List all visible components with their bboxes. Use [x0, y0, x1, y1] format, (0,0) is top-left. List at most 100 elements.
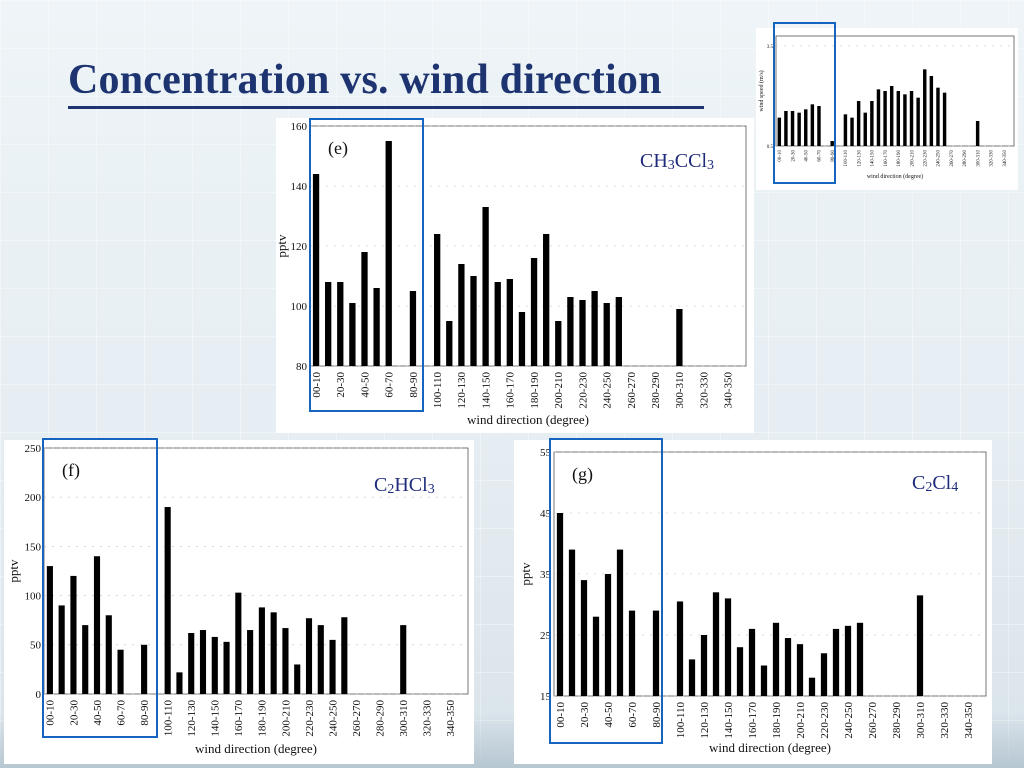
bar	[748, 628, 756, 696]
bar	[341, 617, 348, 694]
chart-g-c2cl4: 15 25 35 45 55 00-10 20-30 40-50 60-70 80-90 100-1…	[514, 440, 992, 764]
bar	[628, 610, 636, 696]
bar	[903, 94, 907, 146]
y-tick-label: 140	[291, 181, 308, 193]
chart-f-highlight-box	[42, 438, 158, 738]
bar	[820, 653, 828, 696]
bar	[592, 616, 600, 696]
bar	[909, 91, 914, 146]
bar	[117, 649, 124, 694]
bar	[843, 114, 848, 146]
bar	[282, 628, 289, 694]
x-tick-label: 240-250	[602, 372, 614, 409]
bar	[361, 252, 368, 366]
bar	[270, 612, 277, 694]
x-tick-label: 120-130	[456, 372, 468, 409]
y-tick-label: 100	[291, 301, 308, 313]
x-tick-label: 40-50	[805, 150, 810, 162]
bar	[850, 117, 854, 146]
bar	[810, 104, 815, 146]
panel-label: (e)	[328, 138, 348, 159]
compound-e-sub: 3	[707, 158, 715, 173]
bar	[409, 291, 417, 366]
x-tick-label: 160-170	[233, 700, 245, 737]
x-tick-label: 220-230	[924, 150, 929, 167]
x-tick-label: 320-330	[698, 372, 710, 409]
x-tick-label: 340-350	[963, 702, 975, 739]
slide-title: Concentration vs. wind direction	[68, 57, 662, 103]
chart-e-compound-label: CH3CCl3	[640, 150, 714, 173]
x-tick-label: 80-90	[408, 372, 420, 398]
x-tick-label: 140-150	[871, 150, 876, 167]
x-tick-label: 60-70	[115, 700, 127, 726]
x-axis-label: wind direction (degree)	[467, 412, 589, 427]
bar	[804, 109, 808, 146]
x-tick-label: 40-50	[359, 372, 371, 398]
bar	[790, 111, 795, 146]
x-tick-label: 120-130	[699, 702, 711, 739]
x-tick-label: 200-210	[280, 700, 292, 737]
chart-g-compound-label: C2Cl4	[912, 472, 958, 495]
bar	[856, 622, 864, 696]
bar	[777, 117, 782, 146]
y-axis-label: wind speed (m/s)	[758, 70, 765, 111]
panel-label: (f)	[62, 460, 80, 481]
y-tick-label: 160	[291, 121, 308, 133]
bar	[876, 89, 881, 146]
bar	[105, 615, 112, 694]
y-tick-label: 35	[540, 569, 552, 581]
bar	[543, 234, 550, 366]
x-tick-label: 200-210	[553, 372, 565, 409]
bar	[929, 76, 934, 146]
x-tick-label: 100-110	[432, 372, 444, 409]
bar	[247, 630, 254, 694]
chart-f-svg: 0 50 100 150 200 250 00-10 20-30 40-50 60-70 80-90…	[6, 443, 469, 756]
bar	[712, 592, 720, 696]
bar	[494, 282, 501, 366]
y-tick-label: 200	[25, 492, 42, 504]
bar	[446, 321, 453, 366]
bar	[258, 607, 265, 694]
panel-label: (g)	[572, 464, 593, 485]
chart-e-ch3ccl3: 80 100 120 140 160 00-10 20-30 40-50 60-70 80-90 1…	[276, 118, 754, 433]
bar	[325, 282, 332, 366]
y-tick-label: 50	[30, 640, 42, 652]
y-tick-label: 0.5	[767, 145, 774, 150]
bar	[784, 111, 788, 146]
compound-g-sub: 2	[925, 480, 933, 495]
bar	[82, 625, 89, 694]
chart-f-c2hcl3: 0 50 100 150 200 250 00-10 20-30 40-50 60-70 80-90…	[4, 440, 474, 764]
compound-g-sub: 4	[951, 480, 959, 495]
bar	[312, 174, 320, 366]
chart-g-highlight-box	[549, 438, 663, 744]
bar	[688, 659, 696, 696]
x-tick-label: 60-70	[627, 702, 639, 728]
bar	[603, 303, 610, 366]
bar	[506, 279, 513, 366]
x-tick-label: 20-30	[579, 702, 591, 728]
x-tick-label: 140-150	[723, 702, 735, 739]
chart-g-svg: 15 25 35 45 55 00-10 20-30 40-50 60-70 80-90 100-1…	[518, 447, 987, 755]
x-tick-label: 140-150	[480, 372, 492, 409]
bar	[470, 276, 477, 366]
bar	[832, 628, 840, 696]
y-tick-label: 250	[25, 443, 42, 455]
x-tick-label: 180-190	[771, 702, 783, 739]
x-tick-label: 260-270	[626, 372, 638, 409]
bar	[724, 598, 732, 696]
x-tick-label: 80-90	[831, 150, 836, 162]
x-tick-label: 20-30	[68, 700, 80, 726]
x-tick-label: 200-210	[795, 702, 807, 739]
compound-f-sub: 3	[427, 482, 435, 497]
compound-f-part: HCl	[394, 474, 428, 496]
y-tick-label: 45	[540, 508, 552, 520]
bar	[830, 141, 834, 146]
compound-f-part: C	[374, 474, 388, 496]
y-tick-label: 0	[36, 689, 42, 701]
bar	[434, 234, 441, 366]
bar	[141, 644, 148, 694]
x-tick-label: 220-230	[304, 700, 316, 737]
x-tick-label: 340-350	[1003, 150, 1008, 167]
x-tick-label: 100-110	[675, 702, 687, 739]
chart-f-compound-label: C2HCl3	[374, 474, 435, 497]
